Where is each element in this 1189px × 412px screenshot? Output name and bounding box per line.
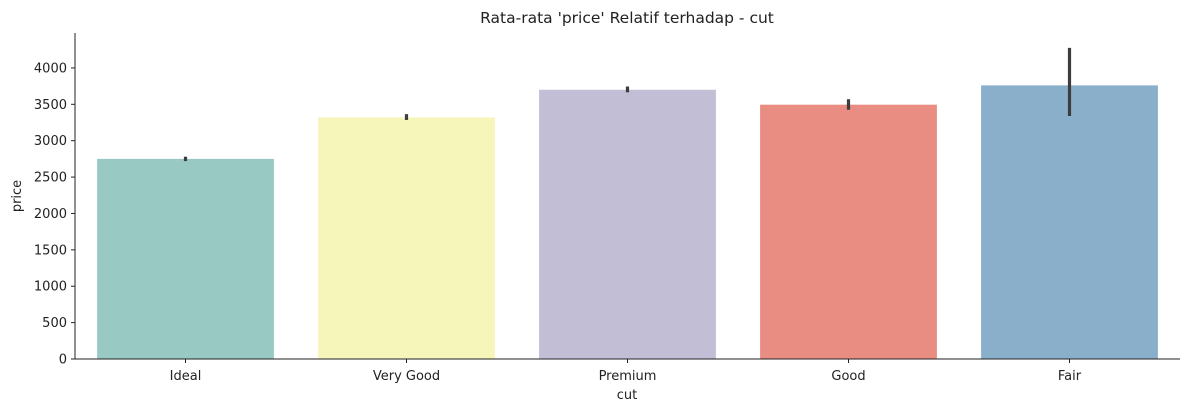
y-tick-label-3: 1500	[34, 243, 67, 258]
y-tick-label-5: 2500	[34, 171, 67, 186]
x-axis-label: cut	[617, 388, 637, 403]
x-tick-label-4: Fair	[1058, 369, 1082, 384]
chart-title: Rata-rata 'price' Relatif terhadap - cut	[480, 9, 774, 27]
y-tick-label-0: 0	[59, 353, 67, 368]
y-tick-label-1: 500	[42, 316, 67, 331]
error-bars-group	[183, 47, 1072, 162]
bar-4	[981, 85, 1158, 360]
y-tick-label-8: 4000	[34, 61, 67, 76]
bar-1	[318, 117, 495, 360]
x-tick-label-1: Very Good	[373, 369, 440, 384]
x-tick-label-0: Ideal	[170, 369, 202, 384]
y-ticks-group: 0 500 1000 1500 2000 2500 3000 3500 4000	[34, 61, 75, 368]
y-tick-label-4: 2000	[34, 207, 67, 222]
x-ticks-group: Ideal Very Good Premium Good Fair	[170, 359, 1082, 384]
y-tick-label-7: 3500	[34, 98, 67, 113]
bar-2	[539, 89, 716, 360]
x-tick-label-3: Good	[831, 369, 865, 384]
y-axis-label: price	[10, 180, 25, 212]
y-tick-label-2: 1000	[34, 280, 67, 295]
bar-3	[760, 104, 937, 360]
bar-0	[97, 158, 274, 359]
x-tick-label-2: Premium	[599, 369, 657, 384]
y-tick-label-6: 3000	[34, 134, 67, 149]
bars-group	[97, 85, 1158, 360]
